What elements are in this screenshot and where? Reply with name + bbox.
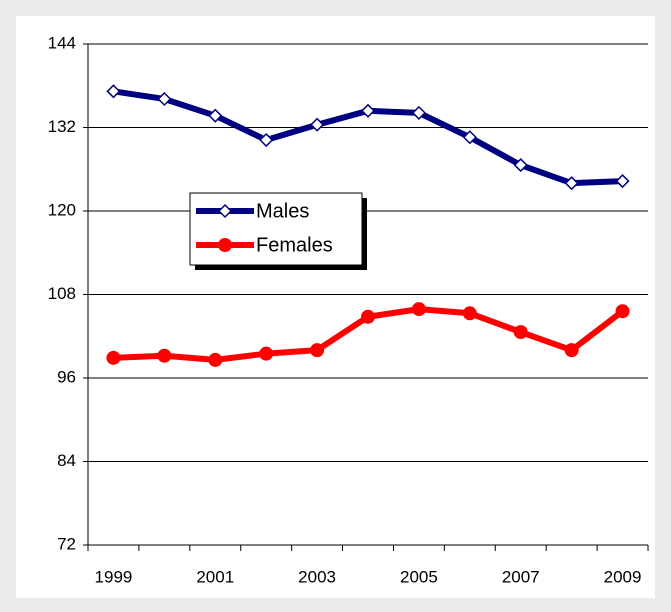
x-tick-label: 2001 bbox=[196, 567, 234, 586]
legend-marker bbox=[217, 203, 233, 219]
point bbox=[360, 103, 376, 118]
x-tick-label: 1999 bbox=[95, 567, 133, 586]
y-tick-label: 96 bbox=[57, 367, 76, 386]
y-tick-label: 108 bbox=[48, 284, 76, 303]
point bbox=[157, 91, 172, 107]
point bbox=[310, 343, 325, 358]
x-tick-label: 2009 bbox=[604, 567, 642, 586]
legend-marker bbox=[218, 238, 232, 252]
point bbox=[564, 343, 579, 358]
point bbox=[106, 84, 121, 99]
legend bbox=[189, 192, 363, 266]
point bbox=[208, 108, 223, 123]
point bbox=[259, 132, 274, 148]
point bbox=[208, 352, 223, 367]
y-tick-label: 132 bbox=[48, 117, 76, 136]
x-tick-label: 2003 bbox=[298, 567, 336, 586]
point bbox=[615, 304, 630, 319]
y-tick-label: 144 bbox=[48, 33, 76, 52]
x-tick-label: 2007 bbox=[502, 567, 540, 586]
y-tick-label: 120 bbox=[48, 200, 76, 219]
y-tick-label: 72 bbox=[57, 534, 76, 553]
point bbox=[106, 350, 121, 365]
point bbox=[411, 105, 426, 120]
y-tick-label: 84 bbox=[57, 451, 76, 470]
legend-label: Males bbox=[256, 200, 309, 222]
legend-label: Females bbox=[256, 234, 333, 256]
point bbox=[564, 176, 579, 191]
point bbox=[462, 130, 477, 145]
point bbox=[513, 325, 528, 340]
x-tick-label: 2005 bbox=[400, 567, 438, 586]
point bbox=[310, 117, 325, 132]
point bbox=[513, 158, 528, 173]
point bbox=[411, 302, 426, 317]
point bbox=[157, 348, 172, 363]
point bbox=[259, 346, 274, 361]
point bbox=[615, 174, 630, 189]
point bbox=[361, 309, 375, 324]
point bbox=[462, 306, 477, 321]
chart-panel bbox=[16, 16, 655, 598]
